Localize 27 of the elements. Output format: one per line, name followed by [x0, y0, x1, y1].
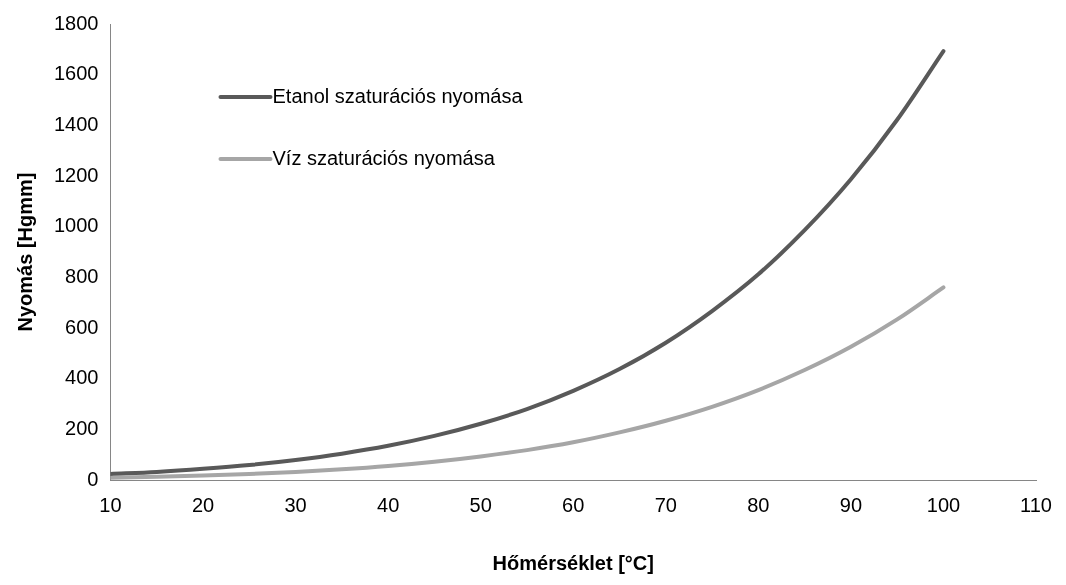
line-series [110, 285, 946, 480]
y-tick-label: 1600 [53, 62, 99, 85]
x-tick-label: 60 [562, 493, 585, 516]
x-tick-label: 20 [191, 493, 215, 516]
y-tick-label: 800 [65, 264, 99, 287]
x-tick-label: 100 [926, 493, 961, 516]
x-tick-label: 110 [1020, 493, 1052, 516]
y-tick-label: 1200 [53, 163, 99, 186]
y-tick-label: 1000 [53, 214, 99, 237]
y-tick-label: 1800 [53, 11, 99, 34]
legend-label: Víz szaturációs nyomása [272, 146, 496, 169]
x-tick-label: 80 [747, 493, 770, 516]
x-tick-label: 70 [654, 493, 677, 516]
y-tick-label: 0 [87, 467, 99, 490]
x-tick-label: 90 [839, 493, 863, 516]
x-tick-label: 30 [284, 493, 307, 516]
y-axis-title: Nyomás [Hgmm] [13, 172, 36, 332]
legend-label: Etanol szaturációs nyomása [272, 84, 524, 107]
y-tick-label: 600 [65, 315, 99, 338]
y-tick-label: 200 [65, 416, 99, 439]
x-tick-label: 50 [469, 493, 492, 516]
line-series [110, 49, 946, 476]
x-tick-label: 40 [377, 493, 400, 516]
x-axis-title: Hőmérséklet [°C] [492, 551, 654, 574]
x-tick-label: 10 [99, 493, 122, 516]
y-tick-label: 400 [65, 366, 99, 389]
y-tick-label: 1400 [53, 112, 99, 135]
